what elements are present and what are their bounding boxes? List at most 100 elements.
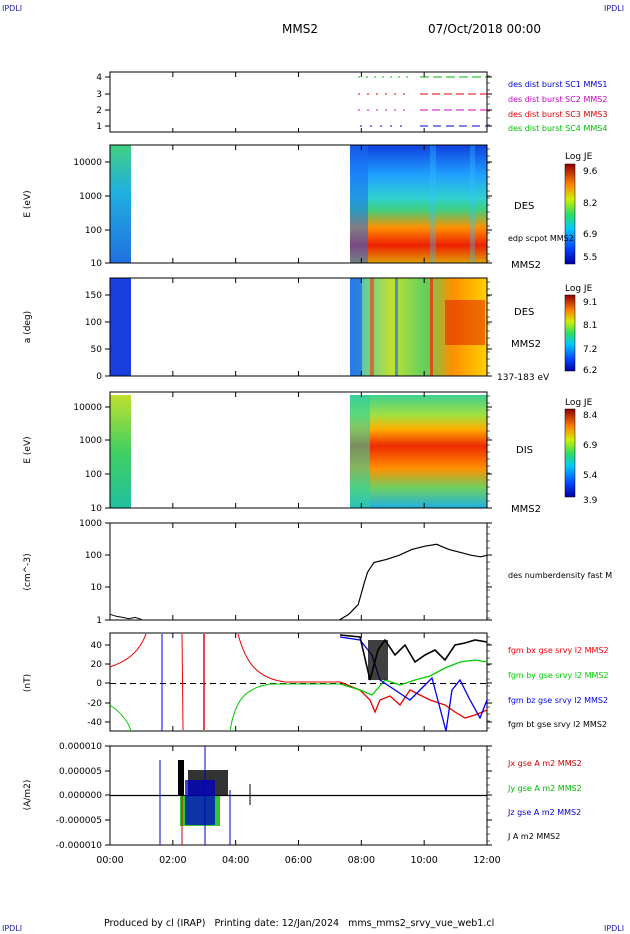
y-tick-label: 10000	[73, 403, 102, 413]
burst-legend-sc1: des dist burst SC1 MMS1	[508, 80, 607, 89]
y-tick-label: 1000	[79, 192, 102, 202]
density-ylabel: (cm^-3)	[23, 553, 33, 590]
y-tick-label: 100	[85, 470, 102, 480]
y-tick-label: 10000	[73, 158, 102, 168]
des-pitch-panel	[109, 277, 488, 377]
y-tick-label: 0	[96, 372, 102, 382]
des-pitch-label: DES	[514, 307, 534, 318]
des-energy-spectrogram	[350, 145, 487, 263]
y-tick-label: 50	[91, 345, 103, 355]
by-series	[109, 659, 488, 732]
bfield-legend-bx: fgm bx gse srvy l2 MMS2	[508, 646, 609, 655]
y-tick-label: 0.000005	[59, 767, 102, 777]
current-ylabel: (A/m2)	[23, 780, 33, 811]
dis-energy-cbar-tick: 5.4	[583, 471, 598, 481]
date-title: 07/Oct/2018 00:00	[428, 22, 542, 36]
density-series-line	[109, 543, 488, 621]
y-tick-label: 10	[91, 259, 103, 269]
des-energy-cbar-title: Log JE	[565, 152, 593, 162]
dis-energy-cbar-tick: 3.9	[583, 496, 598, 506]
bfield-ylabel: (nT)	[23, 674, 33, 692]
bx-series	[109, 633, 488, 731]
des-energy-sublabel: edp scpot MMS2	[508, 234, 574, 243]
corner-label-top-right: IPDLI	[604, 4, 625, 13]
dis-energy-cbar-tick: 8.4	[583, 411, 598, 421]
bfield-legend-by: fgm by gse srvy l2 MMS2	[508, 671, 609, 680]
current-panel	[109, 745, 488, 846]
x-tick-label: 02:00	[159, 855, 186, 866]
y-tick-label: -20	[87, 699, 102, 709]
des-energy-panel	[109, 144, 488, 264]
y-tick-label: -0.000005	[56, 816, 102, 826]
des-pitch-early-strip	[110, 278, 131, 376]
current-legend-jx: Jx gse A m2 MMS2	[507, 759, 582, 768]
des-energy-cbar-tick: 6.9	[583, 230, 598, 240]
y-tick-label: 100	[85, 318, 102, 328]
y-tick-label: 20	[91, 660, 103, 670]
des-energy-ylabel: E (eV)	[23, 190, 33, 217]
des-pitch-ylabel: a (deg)	[23, 311, 33, 343]
y-tick-label: 0	[96, 679, 102, 689]
x-tick-label: 00:00	[96, 855, 123, 866]
x-tick-label: 06:00	[285, 855, 312, 866]
dis-energy-cbar-tick: 6.9	[583, 441, 598, 451]
bfield-legend-bt: fgm bt gse srvy l2 MMS2	[508, 720, 607, 729]
x-tick-label: 12:00	[473, 855, 500, 866]
des-energy-early-strip	[110, 145, 131, 263]
corner-label-bottom-left: IPDLI	[2, 924, 23, 933]
des-pitch-cbar-title: Log JE	[565, 284, 593, 294]
y-tick-label: 1000	[79, 436, 102, 446]
x-tick-label: 10:00	[410, 855, 437, 866]
dis-energy-label: DIS	[516, 445, 533, 456]
time-axis: 00:00 02:00 04:00 06:00 08:00 10:00 12:00	[96, 72, 501, 866]
des-pitch-cbar-tick: 7.2	[583, 345, 597, 355]
corner-label-bottom-right: IPDLI	[604, 924, 625, 933]
colorbar-des-pitch	[564, 294, 576, 372]
y-tick-label: 3	[96, 90, 102, 100]
footer-credits: Produced by cl (IRAP) Printing date: 12/…	[104, 918, 495, 929]
des-pitch-cbar-tick: 8.1	[583, 321, 597, 331]
des-pitch-cbar-tick: 6.2	[583, 366, 597, 376]
dis-energy-spacecraft: MMS2	[511, 504, 541, 515]
y-tick-label: 10	[91, 504, 103, 514]
y-tick-label: 4	[96, 73, 102, 83]
dis-energy-spectrogram	[350, 395, 487, 508]
bfield-panel	[109, 632, 488, 732]
burst-panel	[109, 71, 488, 133]
y-tick-label: 2	[96, 106, 102, 116]
y-tick-label: 40	[91, 641, 103, 651]
burst-legend-sc3: des dist burst SC3 MMS3	[508, 110, 607, 119]
burst-legend-sc4: des dist burst SC4 MMS4	[508, 124, 607, 133]
corner-label-top-left: IPDLI	[2, 4, 23, 13]
y-tick-label: 10	[91, 583, 103, 593]
des-energy-label: DES	[514, 201, 534, 212]
y-tick-label: -40	[87, 718, 102, 728]
des-pitch-range-label: 137-183 eV	[497, 373, 550, 383]
y-tick-label: 100	[85, 226, 102, 236]
y-tick-label: 150	[85, 291, 102, 301]
y-tick-label: 1000	[79, 519, 102, 529]
y-tick-label: 0.000000	[59, 791, 102, 801]
des-pitch-cbar-tick: 9.1	[583, 298, 597, 308]
panel-labels: des dist burst SC1 MMS1 des dist burst S…	[23, 80, 612, 841]
density-panel	[109, 522, 488, 621]
density-legend: des numberdensity fast M	[508, 571, 612, 580]
colorbar-dis-energy	[564, 408, 576, 498]
dis-energy-early-strip	[110, 395, 131, 508]
des-pitch-spacecraft: MMS2	[511, 339, 541, 350]
current-legend-jy: Jy gse A m2 MMS2	[507, 784, 582, 793]
x-tick-label: 04:00	[222, 855, 249, 866]
bfield-legend-bz: fgm bz gse srvy l2 MMS2	[508, 696, 608, 705]
dis-energy-panel	[109, 391, 488, 509]
des-energy-spacecraft: MMS2	[511, 260, 541, 271]
y-axes: 1234101001000100000501001501010010001000…	[56, 73, 492, 851]
y-tick-label: -0.000010	[56, 841, 102, 851]
des-energy-cbar-tick: 9.6	[583, 167, 598, 177]
burst-legend-sc2: des dist burst SC2 MMS2	[508, 95, 607, 104]
current-legend-j: J A m2 MMS2	[507, 832, 560, 841]
des-energy-cbar-tick: 8.2	[583, 199, 597, 209]
colorbar-des-energy	[564, 163, 576, 265]
dis-energy-cbar-title: Log JE	[565, 398, 593, 408]
bt-series	[339, 634, 488, 681]
